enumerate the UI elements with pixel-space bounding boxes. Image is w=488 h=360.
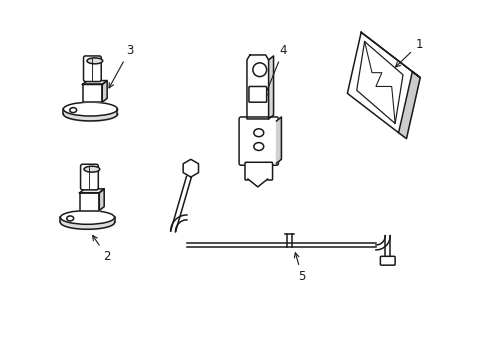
Circle shape <box>252 63 266 77</box>
Ellipse shape <box>63 102 117 116</box>
FancyBboxPatch shape <box>244 162 272 180</box>
Ellipse shape <box>87 58 102 64</box>
Polygon shape <box>246 55 268 119</box>
Text: 1: 1 <box>395 38 422 67</box>
Polygon shape <box>82 166 96 188</box>
Polygon shape <box>99 189 104 211</box>
Text: 3: 3 <box>109 44 133 88</box>
Ellipse shape <box>67 216 74 221</box>
Polygon shape <box>183 159 198 177</box>
Polygon shape <box>80 193 99 211</box>
Polygon shape <box>346 32 411 133</box>
FancyBboxPatch shape <box>380 256 394 265</box>
Polygon shape <box>82 85 102 102</box>
Polygon shape <box>80 189 104 193</box>
FancyBboxPatch shape <box>81 164 98 190</box>
Ellipse shape <box>84 166 100 172</box>
Ellipse shape <box>253 143 263 150</box>
Polygon shape <box>82 81 107 85</box>
Polygon shape <box>398 72 419 139</box>
Ellipse shape <box>253 129 263 137</box>
FancyBboxPatch shape <box>83 56 101 82</box>
Polygon shape <box>268 56 273 119</box>
Polygon shape <box>276 117 281 163</box>
FancyBboxPatch shape <box>248 86 266 102</box>
Polygon shape <box>102 81 107 102</box>
Polygon shape <box>85 58 99 80</box>
Text: 2: 2 <box>93 235 111 263</box>
Text: 5: 5 <box>294 253 305 283</box>
Ellipse shape <box>60 211 114 224</box>
Polygon shape <box>361 32 419 78</box>
Polygon shape <box>247 179 267 187</box>
Ellipse shape <box>70 108 77 113</box>
FancyBboxPatch shape <box>239 117 278 165</box>
Text: 4: 4 <box>263 44 286 98</box>
